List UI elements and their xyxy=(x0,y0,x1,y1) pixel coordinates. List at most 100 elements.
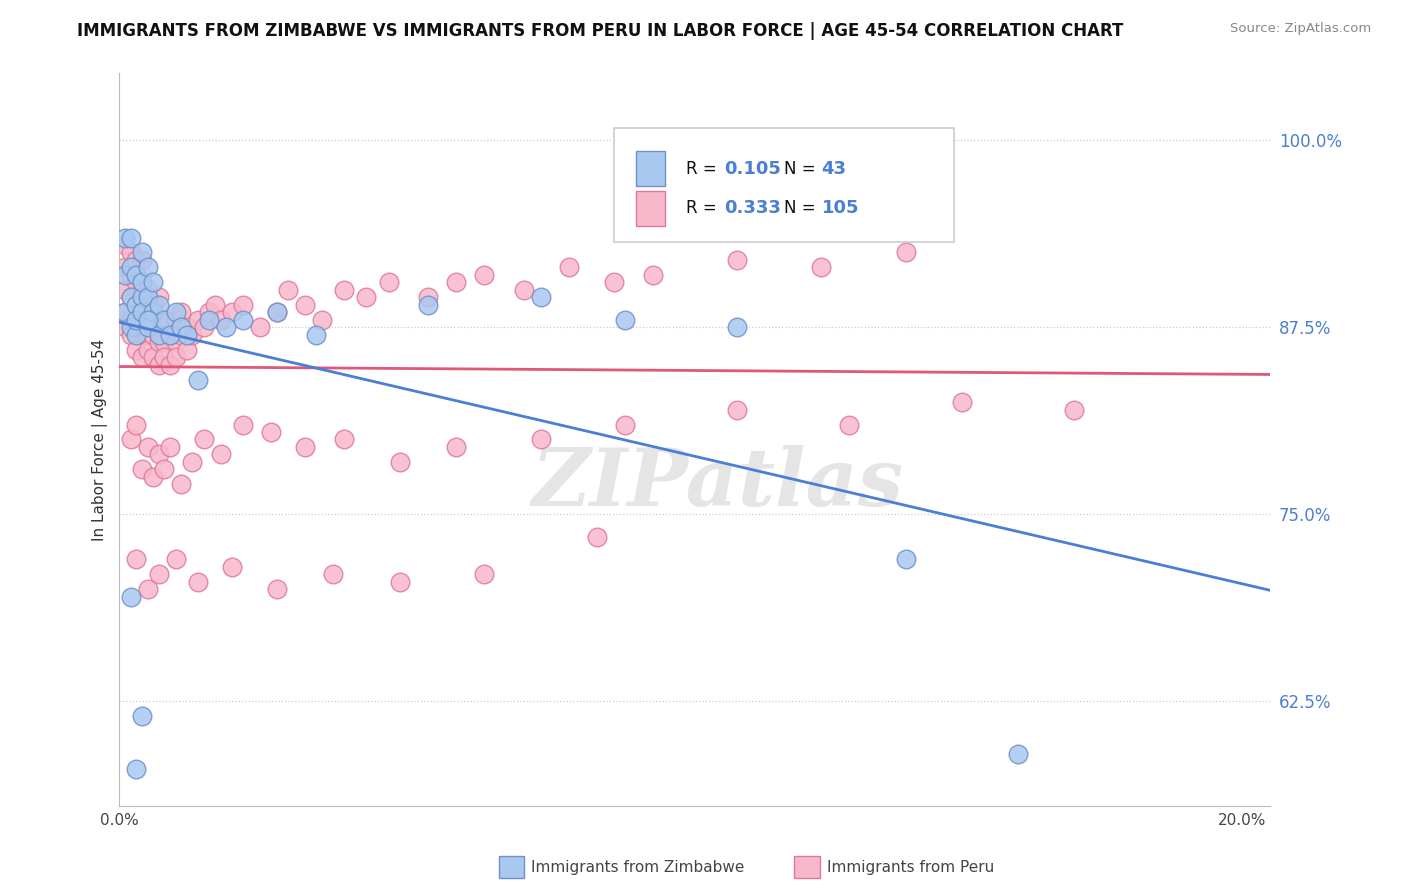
Point xyxy=(125,327,148,342)
Point xyxy=(725,402,748,417)
Point xyxy=(165,552,187,566)
Point xyxy=(389,455,412,469)
Point xyxy=(294,440,316,454)
Point xyxy=(148,447,170,461)
Point xyxy=(613,313,636,327)
Text: N =: N = xyxy=(783,199,821,217)
Bar xyxy=(637,152,665,186)
Point xyxy=(114,260,136,275)
Point xyxy=(120,327,142,342)
Point xyxy=(136,260,159,275)
Point xyxy=(120,260,142,275)
Text: 0.105: 0.105 xyxy=(724,160,780,178)
Point xyxy=(187,313,209,327)
Y-axis label: In Labor Force | Age 45-54: In Labor Force | Age 45-54 xyxy=(93,338,108,541)
Point xyxy=(153,313,176,327)
Point xyxy=(159,327,181,342)
Point xyxy=(176,320,198,334)
Point xyxy=(209,447,232,461)
Point xyxy=(125,313,148,327)
Point xyxy=(418,290,440,304)
Point xyxy=(198,305,221,319)
Point xyxy=(131,709,153,723)
Point xyxy=(136,343,159,357)
Point xyxy=(215,320,238,334)
Point xyxy=(266,305,288,319)
Point xyxy=(114,238,136,252)
Point xyxy=(221,559,243,574)
Text: 43: 43 xyxy=(821,160,846,178)
Point xyxy=(602,276,624,290)
Point xyxy=(125,298,148,312)
Point xyxy=(1063,402,1085,417)
Point xyxy=(266,305,288,319)
Point xyxy=(125,343,148,357)
Point xyxy=(131,462,153,476)
Point xyxy=(148,567,170,582)
Point xyxy=(294,298,316,312)
Point xyxy=(136,440,159,454)
Point xyxy=(148,335,170,350)
Point xyxy=(181,327,204,342)
Point xyxy=(120,320,142,334)
Text: N =: N = xyxy=(783,160,821,178)
Point xyxy=(193,320,215,334)
Point xyxy=(114,320,136,334)
Point xyxy=(170,327,193,342)
Point xyxy=(136,290,159,304)
Text: R =: R = xyxy=(686,199,721,217)
Text: 0.333: 0.333 xyxy=(724,199,780,217)
Point xyxy=(159,327,181,342)
Point xyxy=(356,290,378,304)
Point xyxy=(894,552,917,566)
Point xyxy=(529,290,551,304)
Point xyxy=(125,417,148,432)
Point xyxy=(120,230,142,244)
Point xyxy=(474,567,496,582)
Point xyxy=(148,298,170,312)
Point xyxy=(266,582,288,596)
Point xyxy=(114,283,136,297)
Point xyxy=(120,590,142,604)
Point xyxy=(131,276,153,290)
Point xyxy=(131,305,153,319)
Point xyxy=(165,305,187,319)
Point xyxy=(446,276,468,290)
Point xyxy=(153,462,176,476)
Point xyxy=(474,268,496,282)
Point xyxy=(142,305,165,319)
Point xyxy=(125,268,148,282)
Point xyxy=(120,433,142,447)
Point xyxy=(153,350,176,364)
Point xyxy=(187,574,209,589)
Point xyxy=(142,276,165,290)
Point xyxy=(389,574,412,589)
Text: R =: R = xyxy=(686,160,721,178)
Point xyxy=(148,313,170,327)
Text: 105: 105 xyxy=(821,199,859,217)
Point xyxy=(512,283,534,297)
Point xyxy=(378,276,401,290)
Point xyxy=(148,327,170,342)
Point xyxy=(170,305,193,319)
Point xyxy=(232,313,254,327)
Point xyxy=(1007,747,1029,761)
Point xyxy=(418,298,440,312)
Point xyxy=(170,320,193,334)
Point xyxy=(120,290,142,304)
Point xyxy=(810,260,832,275)
Point xyxy=(142,327,165,342)
Point xyxy=(221,305,243,319)
Point xyxy=(181,455,204,469)
Point xyxy=(176,327,198,342)
Point xyxy=(114,305,136,319)
Point xyxy=(142,320,165,334)
Point xyxy=(725,252,748,267)
Point xyxy=(131,245,153,260)
Point xyxy=(136,327,159,342)
Point xyxy=(950,395,973,409)
FancyBboxPatch shape xyxy=(614,128,953,242)
Point xyxy=(838,417,860,432)
Text: IMMIGRANTS FROM ZIMBABWE VS IMMIGRANTS FROM PERU IN LABOR FORCE | AGE 45-54 CORR: IMMIGRANTS FROM ZIMBABWE VS IMMIGRANTS F… xyxy=(77,22,1123,40)
Point xyxy=(187,373,209,387)
